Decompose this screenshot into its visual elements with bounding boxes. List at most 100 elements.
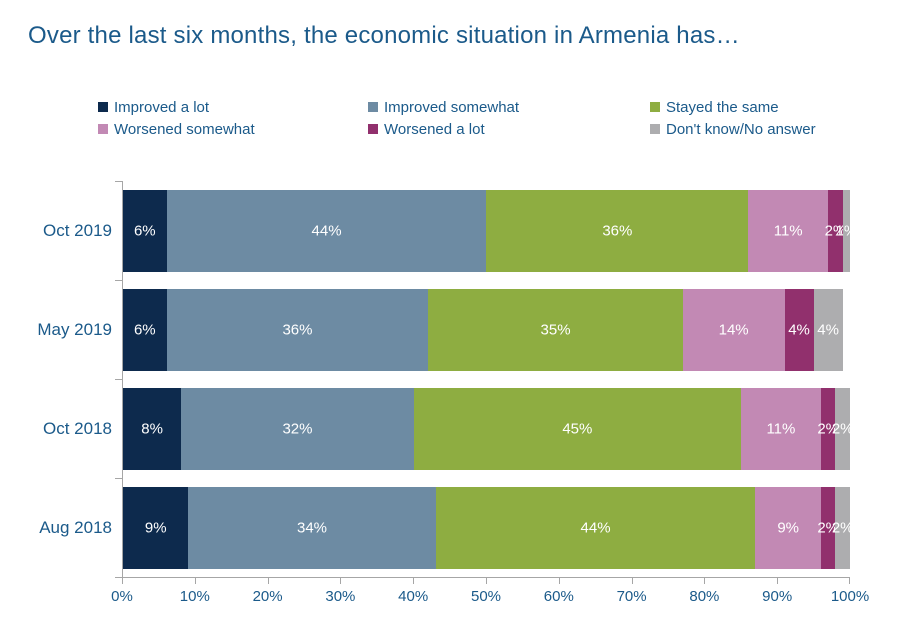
bar-segment: 35%: [428, 288, 683, 371]
bar-value-label: 11%: [773, 222, 803, 239]
bar-value-label: 4%: [817, 321, 839, 338]
x-axis-tick-label: 0%: [111, 588, 133, 605]
bar-row: May 2019 6% 36% 35% 14% 4% 4%: [0, 280, 916, 379]
x-axis-tick-label: 60%: [543, 588, 574, 605]
bar-segment: 9%: [123, 486, 189, 569]
legend-swatch-icon: [368, 124, 378, 134]
y-axis-tick: [115, 280, 123, 281]
x-axis-tick-label: 40%: [398, 588, 429, 605]
category-label: May 2019: [37, 319, 112, 339]
bar-segment: 11%: [740, 387, 821, 470]
bar-segment: 14%: [682, 288, 785, 371]
bar-value-label: 6%: [133, 321, 156, 338]
bar-segment: 36%: [166, 288, 429, 371]
bar-segment: 9%: [755, 486, 821, 569]
x-axis-tick: [631, 578, 633, 584]
x-axis-tick: [558, 578, 560, 584]
legend-label: Improved a lot: [114, 98, 210, 116]
bar-segment: 8%: [123, 387, 182, 470]
legend-swatch-icon: [98, 102, 108, 112]
bar-segment: 6%: [123, 189, 167, 272]
x-axis-tick: [122, 578, 123, 584]
x-axis-line: [122, 577, 850, 578]
legend-label: Worsened somewhat: [114, 120, 255, 138]
bar-segment: 2%: [832, 486, 854, 569]
legend-label: Don't know/No answer: [666, 120, 816, 138]
legend-item: Improved somewhat: [368, 97, 650, 117]
x-axis-tick: [704, 578, 706, 584]
bar-value-label: 4%: [788, 321, 810, 338]
bar-value-label: 45%: [562, 420, 593, 437]
category-label: Aug 2018: [39, 517, 112, 537]
x-axis: 0% 10% 20% 30% 40% 50% 60% 70% 80% 90% 100%: [111, 578, 869, 608]
legend-item: Don't know/No answer: [650, 119, 916, 139]
bar-segment: 44%: [435, 486, 756, 569]
bar-value-label: 9%: [144, 519, 167, 536]
x-axis-tick: [194, 578, 196, 584]
bar-segment: 44%: [166, 189, 487, 272]
bar-segment: 2%: [817, 387, 839, 470]
legend-swatch-icon: [650, 124, 660, 134]
stacked-bar: 6% 44% 36% 11% 2% 1%: [123, 189, 857, 272]
x-axis-tick: [849, 578, 850, 584]
x-axis-tick-label: 10%: [179, 588, 210, 605]
bar-value-label: 2%: [831, 420, 854, 437]
bar-segment: 2%: [825, 189, 846, 272]
bar-segment: 36%: [486, 189, 749, 272]
x-axis-tick-label: 80%: [689, 588, 720, 605]
legend-item: Worsened a lot: [368, 119, 650, 139]
bar-segment: 32%: [181, 387, 414, 470]
bar-value-label: 32%: [282, 420, 313, 437]
bar-value-label: 9%: [777, 519, 800, 536]
bar-segment: 2%: [817, 486, 839, 569]
legend-item: Stayed the same: [650, 97, 916, 117]
bar-segment: 4%: [784, 288, 814, 371]
x-axis-tick: [267, 578, 269, 584]
stacked-bar: 8% 32% 45% 11% 2% 2%: [123, 387, 854, 470]
chart-title: Over the last six months, the economic s…: [28, 22, 740, 49]
bar-value-label: 34%: [296, 519, 328, 536]
bar-value-label: 36%: [282, 321, 313, 338]
bar-row: Aug 2018 9% 34% 44% 9% 2% 2%: [0, 478, 916, 577]
legend: Improved a lot Improved somewhat Stayed th…: [98, 97, 916, 139]
bar-value-label: 2%: [824, 222, 847, 239]
x-axis-tick: [486, 578, 487, 584]
stacked-bar: 9% 34% 44% 9% 2% 2%: [123, 486, 854, 569]
legend-swatch-icon: [368, 102, 378, 112]
x-axis-tick: [777, 578, 779, 584]
y-axis-tick: [115, 577, 123, 578]
y-axis-tick: [115, 181, 123, 182]
bar-segment: 45%: [413, 387, 741, 470]
x-axis-tick: [340, 578, 342, 584]
x-axis-tick-label: 100%: [830, 588, 870, 605]
y-axis-tick: [115, 478, 123, 479]
bar-value-label: 44%: [311, 222, 342, 239]
category-label: Oct 2019: [43, 220, 112, 240]
bar-segment: 1%: [835, 189, 857, 272]
bar-segment: 2%: [832, 387, 854, 470]
x-axis-tick-label: 90%: [762, 588, 793, 605]
x-axis-tick: [413, 578, 415, 584]
bar-value-label: 2%: [831, 519, 854, 536]
bar-segment: 34%: [188, 486, 436, 569]
x-axis-tick-label: 30%: [325, 588, 356, 605]
bar-value-label: 1%: [835, 222, 858, 239]
legend-label: Stayed the same: [666, 98, 779, 116]
bar-segment: 11%: [748, 189, 829, 272]
stacked-bar: 6% 36% 35% 14% 4% 4%: [123, 288, 850, 371]
legend-label: Worsened a lot: [384, 120, 485, 138]
legend-swatch-icon: [650, 102, 660, 112]
bar-value-label: 44%: [580, 519, 611, 536]
x-axis-tick-label: 50%: [470, 588, 502, 605]
bar-value-label: 11%: [766, 420, 796, 437]
bar-value-label: 6%: [133, 222, 156, 239]
x-axis-tick-label: 20%: [252, 588, 283, 605]
bar-segment: 6%: [123, 288, 167, 371]
bar-row: Oct 2018 8% 32% 45% 11% 2% 2%: [0, 379, 916, 478]
legend-label: Improved somewhat: [384, 98, 520, 116]
category-label: Oct 2018: [43, 418, 112, 438]
bar-segment: 4%: [813, 288, 843, 371]
bar-value-label: 2%: [817, 420, 839, 437]
bar-value-label: 35%: [540, 321, 571, 338]
